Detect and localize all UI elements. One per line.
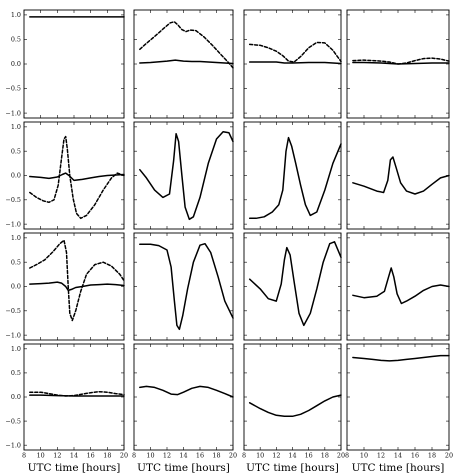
axes-frame	[23, 9, 125, 119]
x-tick-label: 18	[212, 452, 220, 460]
y-tick-label: −1.0	[5, 109, 21, 117]
y-tick-label: 0.5	[11, 147, 21, 155]
x-tick-label: 10	[146, 452, 154, 460]
x-tick-label: 20	[120, 452, 128, 460]
y-tick-label: 1.0	[11, 345, 21, 353]
series-line-dashed	[248, 41, 342, 63]
x-tick-label: 12	[163, 452, 171, 460]
y-tick-label: −1.0	[5, 220, 21, 228]
y-tick-label: 1.0	[11, 234, 21, 242]
series-line-dashed	[352, 57, 450, 65]
series-line-solid	[139, 59, 234, 65]
series-line-dashed	[139, 21, 234, 69]
panel-r3-c0: 8 10 12 14 16 18 20 −1.0 −0.5 0.0 0.5 1.0 UTC time […	[5, 343, 128, 473]
y-tick-label: 0.0	[11, 172, 21, 180]
series-line-solid	[139, 130, 234, 221]
y-tick-label: 0.5	[11, 258, 21, 266]
y-tick-label: 0.5	[11, 36, 21, 44]
x-tick-label: 14	[70, 452, 78, 460]
panel-r0-c0: −1.0 −0.5 0.0 0.5 1.0	[5, 9, 125, 119]
panel-r3-c1: 8 10 12 14 16 18 20 UTC time [hours]	[132, 343, 237, 473]
x-tick-label: 12	[272, 452, 280, 460]
x-tick-label: 8	[242, 452, 246, 460]
y-tick-label: −0.5	[5, 417, 21, 425]
x-tick-label: 18	[321, 452, 329, 460]
series-line-solid	[248, 394, 342, 418]
panel-r0-c3	[346, 9, 450, 119]
x-axis-label: UTC time [hours]	[28, 462, 121, 473]
axes-frame	[243, 343, 342, 451]
series-line-solid	[352, 354, 450, 362]
panel-r0-c2	[243, 9, 342, 119]
axes-frame	[23, 343, 125, 451]
axes-frame	[133, 343, 234, 451]
panel-r1-c3	[346, 121, 450, 230]
x-tick-label: 14	[179, 452, 187, 460]
series-line-solid	[248, 241, 342, 327]
y-tick-label: −0.5	[5, 196, 21, 204]
y-tick-label: −1.0	[5, 331, 21, 339]
series-line-solid	[248, 61, 342, 65]
x-tick-label: 8	[22, 452, 26, 460]
y-tick-label: −0.5	[5, 307, 21, 315]
series-line-solid	[29, 172, 125, 182]
axes-frame	[23, 232, 125, 341]
y-tick-label: 1.0	[11, 123, 21, 131]
x-tick-label: 16	[196, 452, 204, 460]
x-tick-label: 16	[87, 452, 95, 460]
x-axis-label: UTC time [hours]	[352, 462, 445, 473]
series-line-dashed	[29, 239, 125, 322]
x-tick-label: 14	[288, 452, 296, 460]
panel-r1-c2	[243, 121, 342, 230]
series-line-solid	[248, 136, 342, 220]
x-tick-label: 12	[377, 452, 385, 460]
axes-frame	[133, 9, 234, 119]
x-tick-label: 10	[37, 452, 45, 460]
axes-frame	[243, 121, 342, 230]
x-tick-label: 14	[394, 452, 402, 460]
panel-r3-c2: 8 10 12 14 16 18 20 UTC time [hours]	[242, 343, 345, 473]
panel-r1-c0: −1.0 −0.5 0.0 0.5 1.0	[5, 121, 125, 230]
x-tick-label: 20	[229, 452, 237, 460]
series-line-solid	[29, 281, 125, 292]
series-line-dashed	[29, 135, 125, 220]
x-tick-label: 8	[132, 452, 136, 460]
panel-r1-c1	[133, 121, 234, 230]
x-tick-label: 10	[256, 452, 264, 460]
x-tick-label: 18	[428, 452, 436, 460]
panel-r0-c1	[133, 9, 234, 119]
axes-frame	[243, 9, 342, 119]
x-axis-label: UTC time [hours]	[246, 462, 339, 473]
x-axis-label: UTC time [hours]	[137, 462, 230, 473]
y-tick-label: 0.0	[11, 393, 21, 401]
series-line-solid	[139, 242, 234, 331]
y-tick-label: 0.5	[11, 369, 21, 377]
y-tick-label: −1.0	[5, 441, 21, 449]
x-tick-label: 8	[345, 452, 349, 460]
y-tick-label: 0.0	[11, 60, 21, 68]
x-tick-label: 12	[53, 452, 61, 460]
panel-r2-c0: −1.0 −0.5 0.0 0.5 1.0	[5, 232, 125, 341]
x-tick-label: 18	[103, 452, 111, 460]
series-line-solid	[139, 385, 234, 398]
x-tick-label: 16	[411, 452, 419, 460]
x-tick-label: 20	[337, 452, 345, 460]
x-tick-label: 16	[305, 452, 313, 460]
series-line-solid	[352, 267, 450, 305]
x-tick-label: 10	[360, 452, 368, 460]
panel-r2-c1	[133, 232, 234, 341]
axes-frame	[133, 232, 234, 341]
series-line-dashed	[29, 390, 125, 397]
series-line-solid	[352, 156, 450, 195]
y-tick-label: −0.5	[5, 85, 21, 93]
panel-r2-c3	[346, 232, 450, 341]
panel-r2-c2	[243, 232, 342, 341]
y-tick-label: 1.0	[11, 11, 21, 19]
y-tick-label: 0.0	[11, 283, 21, 291]
x-tick-label: 20	[445, 452, 453, 460]
